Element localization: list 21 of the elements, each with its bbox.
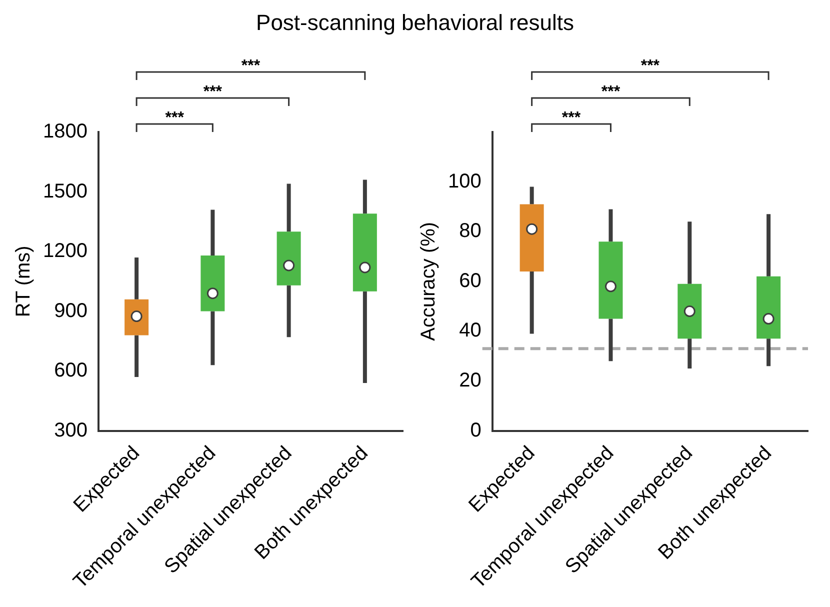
y-tick-label: 1200 — [42, 240, 88, 262]
y-tick-label: 0 — [470, 419, 482, 442]
y-tick-label: 300 — [54, 419, 88, 442]
y-tick-label: 600 — [54, 360, 88, 382]
y-tick-label: 1800 — [42, 120, 88, 143]
y-tick-label: 900 — [54, 300, 88, 322]
y-axis-title: Accuracy (%) — [418, 222, 440, 341]
text: *** — [562, 109, 582, 126]
text: *** — [640, 57, 660, 74]
y-tick-label: 40 — [459, 320, 482, 342]
text: *** — [203, 83, 223, 100]
chart-title: Post-scanning behavioral results — [255, 9, 575, 37]
text: *** — [601, 83, 621, 100]
y-tick-label: 1500 — [42, 180, 88, 202]
text: *** — [165, 109, 185, 126]
y-axis-title: RT (ms) — [12, 246, 35, 318]
y-tick-label: 80 — [459, 220, 482, 242]
text: *** — [241, 57, 261, 74]
y-tick-label: 60 — [459, 270, 482, 292]
y-tick-label: 20 — [459, 370, 482, 392]
y-tick-label: 100 — [448, 170, 482, 192]
